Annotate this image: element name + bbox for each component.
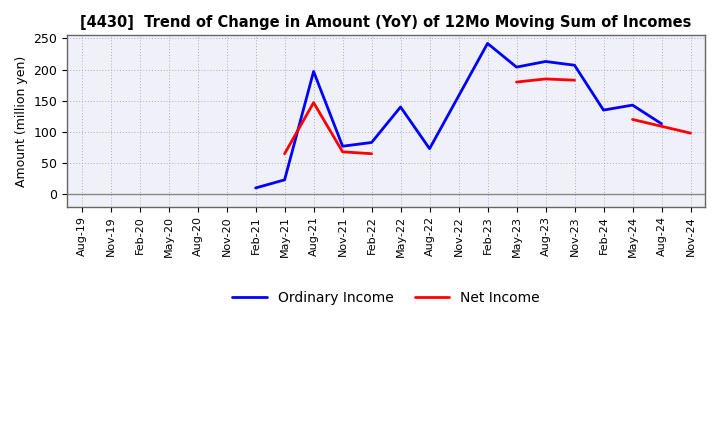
Line: Net Income: Net Income — [284, 103, 372, 154]
Ordinary Income — [570, 62, 579, 68]
Ordinary Income — [280, 177, 289, 183]
Ordinary Income — [512, 65, 521, 70]
Y-axis label: Amount (million yen): Amount (million yen) — [15, 55, 28, 187]
Ordinary Income — [628, 103, 636, 108]
Ordinary Income — [426, 146, 434, 151]
Net Income — [310, 100, 318, 105]
Ordinary Income — [338, 143, 347, 149]
Net Income — [338, 149, 347, 154]
Ordinary Income — [396, 104, 405, 110]
Title: [4430]  Trend of Change in Amount (YoY) of 12Mo Moving Sum of Incomes: [4430] Trend of Change in Amount (YoY) o… — [81, 15, 692, 30]
Ordinary Income — [310, 69, 318, 74]
Net Income — [280, 151, 289, 156]
Ordinary Income — [483, 41, 492, 46]
Ordinary Income — [367, 140, 376, 145]
Ordinary Income — [251, 185, 260, 191]
Line: Ordinary Income: Ordinary Income — [256, 44, 662, 188]
Ordinary Income — [541, 59, 550, 64]
Ordinary Income — [657, 121, 666, 126]
Legend: Ordinary Income, Net Income: Ordinary Income, Net Income — [227, 286, 546, 311]
Ordinary Income — [599, 107, 608, 113]
Net Income — [367, 151, 376, 156]
